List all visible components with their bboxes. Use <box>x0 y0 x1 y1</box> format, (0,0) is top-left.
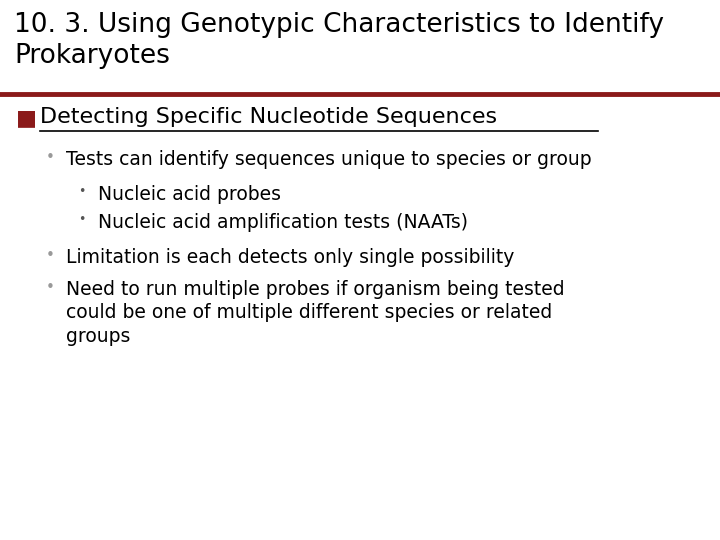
Text: Detecting Specific Nucleotide Sequences: Detecting Specific Nucleotide Sequences <box>40 107 497 127</box>
Text: ■: ■ <box>16 108 37 128</box>
Text: •: • <box>46 280 55 295</box>
Text: Tests can identify sequences unique to species or group: Tests can identify sequences unique to s… <box>66 150 592 169</box>
Text: Nucleic acid amplification tests (NAATs): Nucleic acid amplification tests (NAATs) <box>98 213 468 232</box>
Text: Need to run multiple probes if organism being tested
could be one of multiple di: Need to run multiple probes if organism … <box>66 280 564 346</box>
Text: 10. 3. Using Genotypic Characteristics to Identify
Prokaryotes: 10. 3. Using Genotypic Characteristics t… <box>14 12 664 69</box>
Text: •: • <box>78 185 86 198</box>
Text: Nucleic acid probes: Nucleic acid probes <box>98 185 281 204</box>
Text: •: • <box>46 150 55 165</box>
Text: •: • <box>78 213 86 226</box>
Text: Limitation is each detects only single possibility: Limitation is each detects only single p… <box>66 248 514 267</box>
Text: •: • <box>46 248 55 263</box>
